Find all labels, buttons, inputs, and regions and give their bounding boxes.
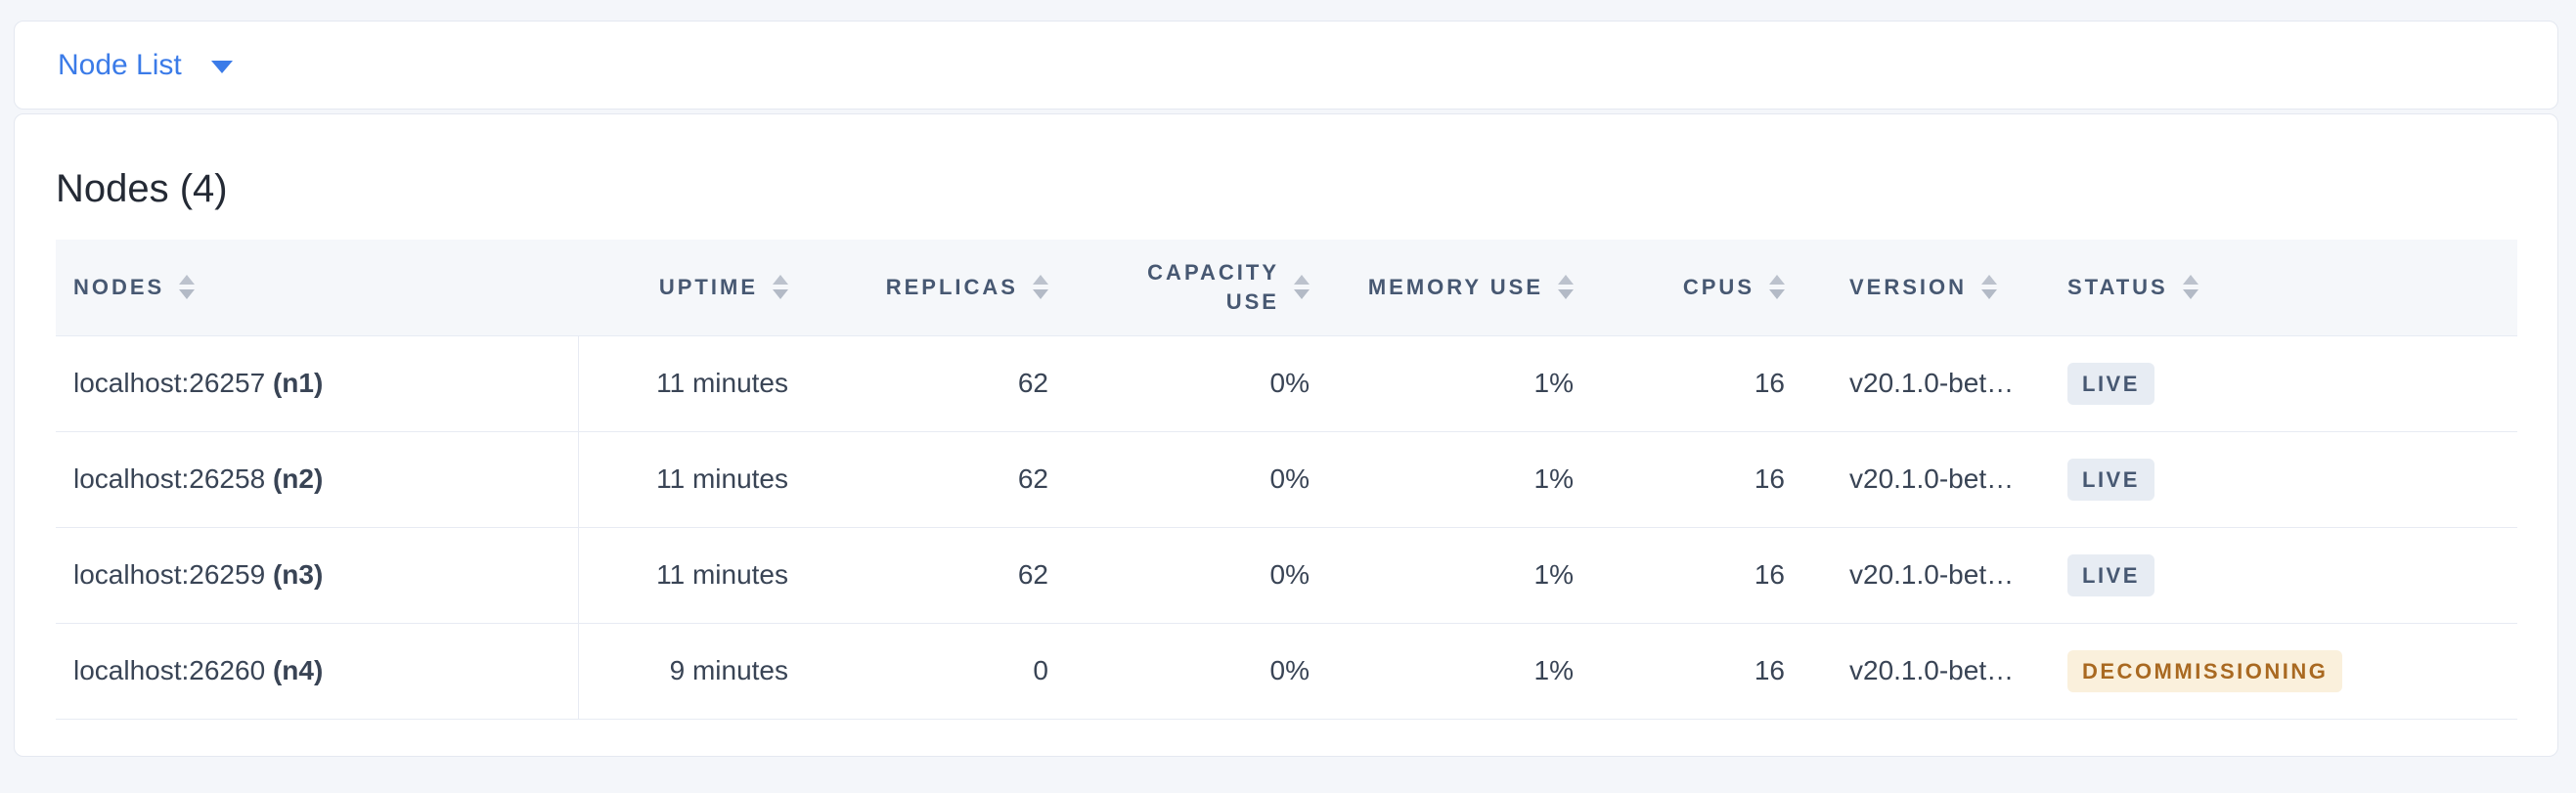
cpus-cell: 16	[1609, 623, 1820, 720]
memory-use-cell: 1%	[1345, 335, 1609, 432]
version-cell: v20.1.0-bet…	[1820, 623, 2060, 720]
status-badge: LIVE	[2067, 553, 2154, 596]
memory-use-cell: 1%	[1345, 431, 1609, 528]
memory-use-cell: 1%	[1345, 527, 1609, 624]
capacity-use-cell: 0%	[1084, 335, 1345, 432]
table-row[interactable]: localhost:26259 (n3) 11 minutes 62 0% 1%…	[56, 527, 2517, 624]
node-id: (n1)	[272, 368, 324, 398]
node-address-cell: localhost:26258 (n2)	[56, 431, 579, 528]
view-dropdown-label: Node List	[58, 48, 182, 81]
capacity-use-cell: 0%	[1084, 431, 1345, 528]
status-cell: DECOMMISSIONING	[2060, 623, 2517, 720]
sort-icon	[773, 275, 788, 300]
sort-icon	[1981, 275, 1998, 300]
page-title: Nodes (4)	[56, 167, 228, 210]
version-cell: v20.1.0-bet…	[1820, 527, 2060, 624]
memory-use-cell: 1%	[1345, 623, 1609, 720]
column-header-capacity-use[interactable]: CAPACITY USE	[1084, 240, 1345, 336]
uptime-cell: 11 minutes	[578, 335, 823, 432]
node-id: (n3)	[272, 559, 324, 590]
status-badge: DECOMMISSIONING	[2067, 649, 2343, 692]
capacity-use-cell: 0%	[1084, 527, 1345, 624]
node-id: (n2)	[272, 463, 324, 494]
page: Node List Nodes (4) NODES	[0, 21, 2576, 757]
view-selector-bar: Node List	[14, 21, 2558, 110]
sort-icon	[1033, 275, 1048, 300]
sort-icon	[179, 275, 196, 300]
node-id: (n4)	[272, 655, 324, 685]
column-header-status[interactable]: STATUS	[2060, 240, 2517, 336]
column-header-cpus[interactable]: CPUS	[1609, 240, 1820, 336]
version-cell: v20.1.0-bet…	[1820, 431, 2060, 528]
capacity-use-cell: 0%	[1084, 623, 1345, 720]
sort-icon	[1294, 275, 1310, 300]
status-cell: LIVE	[2060, 431, 2517, 528]
node-address-cell: localhost:26259 (n3)	[56, 527, 579, 624]
replicas-cell: 62	[823, 431, 1084, 528]
replicas-cell: 62	[823, 527, 1084, 624]
status-badge: LIVE	[2067, 458, 2154, 501]
cpus-cell: 16	[1609, 335, 1820, 432]
cpus-cell: 16	[1609, 527, 1820, 624]
status-cell: LIVE	[2060, 527, 2517, 624]
sort-icon	[1769, 275, 1785, 300]
column-header-version[interactable]: VERSION	[1820, 240, 2060, 336]
column-header-memory-use[interactable]: MEMORY USE	[1345, 240, 1609, 336]
uptime-cell: 11 minutes	[578, 527, 823, 624]
status-cell: LIVE	[2060, 335, 2517, 432]
table-row[interactable]: localhost:26257 (n1) 11 minutes 62 0% 1%…	[56, 335, 2517, 432]
view-dropdown[interactable]: Node List	[58, 49, 233, 82]
cpus-cell: 16	[1609, 431, 1820, 528]
table-header-row: NODES UPTIME REPLICAS	[56, 240, 2517, 336]
uptime-cell: 11 minutes	[578, 431, 823, 528]
caret-down-icon	[210, 60, 233, 73]
table-row[interactable]: localhost:26258 (n2) 11 minutes 62 0% 1%…	[56, 431, 2517, 528]
replicas-cell: 62	[823, 335, 1084, 432]
node-address-cell: localhost:26257 (n1)	[56, 335, 579, 432]
sort-icon	[2182, 275, 2198, 300]
sort-icon	[1558, 275, 1574, 300]
status-badge: LIVE	[2067, 362, 2154, 405]
uptime-cell: 9 minutes	[578, 623, 823, 720]
column-header-replicas[interactable]: REPLICAS	[823, 240, 1084, 336]
nodes-table: NODES UPTIME REPLICAS	[56, 240, 2517, 720]
column-header-uptime[interactable]: UPTIME	[578, 240, 823, 336]
node-address-cell: localhost:26260 (n4)	[56, 623, 579, 720]
nodes-card: Nodes (4) NODES UPTIME	[14, 113, 2558, 757]
version-cell: v20.1.0-bet…	[1820, 335, 2060, 432]
table-row[interactable]: localhost:26260 (n4) 9 minutes 0 0% 1% 1…	[56, 623, 2517, 720]
column-header-nodes[interactable]: NODES	[56, 240, 578, 336]
replicas-cell: 0	[823, 623, 1084, 720]
